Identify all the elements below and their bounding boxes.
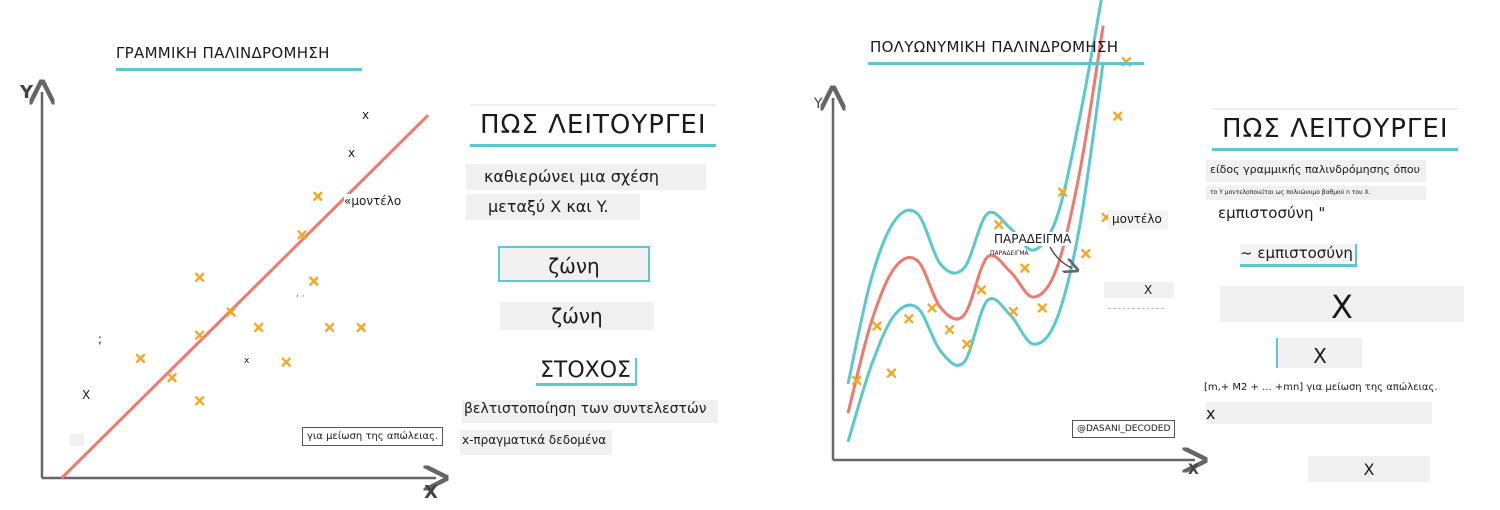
- band-label-1: ζώνη: [498, 246, 650, 282]
- right-data-point-7: [976, 285, 987, 295]
- band-label-2: ζώνη: [500, 302, 654, 330]
- left-x-label: X: [424, 482, 438, 503]
- left-model-label: «μοντέλο: [344, 194, 402, 208]
- polynomial-model-curve: [846, 25, 1105, 414]
- right-data-point-0: [852, 375, 862, 386]
- left-loss-note: για μείωση της απώλειας.: [302, 427, 444, 446]
- stray-semicolon: ;: [98, 332, 103, 346]
- left-data-point-5: [253, 322, 264, 333]
- right-description-line2: το Y μοντελοποιείται ως πολυώνυμο βαθμού…: [1206, 186, 1426, 200]
- confidence-label-1: εμπιστοσύνη ": [1218, 204, 1326, 222]
- right-description-line1: είδος γραμμικής παλινδρόμησης όπου: [1206, 160, 1426, 182]
- goal-heading: ΣΤΟΧΟΣ: [536, 358, 637, 386]
- lower-band-curve: [846, 61, 1105, 443]
- left-data-point-4: [226, 307, 236, 317]
- stray-dots: · ·: [296, 292, 305, 302]
- right-data-point-10: [1020, 263, 1030, 273]
- linear-fit-line: [60, 114, 430, 480]
- right-title-underline: [868, 62, 1144, 65]
- right-plot: [846, 0, 1132, 443]
- left-data-point-6: [324, 322, 335, 333]
- right-data-point-4: [927, 303, 937, 313]
- right-model-label: μοντέλο: [1108, 210, 1168, 230]
- example-arrow: [1049, 246, 1072, 268]
- left-data-point-1: [297, 230, 307, 240]
- stray-grey-mark: [70, 434, 84, 446]
- left-description-line1: καθιερώνει μια σχέση: [466, 164, 706, 190]
- right-data-point-6: [962, 339, 972, 349]
- example-label-small: ΠΑΡΑΔΕΙΓΜΑ: [990, 250, 1029, 257]
- right-y-label: Y: [814, 96, 823, 112]
- left-title: ΓΡΑΜΜΙΚΗ ΠΑΛΙΝΔΡΟΜΗΣΗ: [116, 44, 330, 62]
- left-data-point-3: [309, 276, 319, 286]
- right-title: ΠΟΛΥΩΝΥΜΙΚΗ ΠΑΛΙΝΔΡΟΜΗΣΗ: [870, 38, 1119, 56]
- right-data-point-15: [1112, 111, 1123, 121]
- right-data-point-9: [1008, 306, 1018, 317]
- right-data-point-12: [1057, 187, 1068, 197]
- right-data-point-2: [886, 368, 897, 378]
- right-data-point-3: [904, 314, 914, 324]
- right-how-it-works-heading: ΠΩΣ ΛΕΙΤΟΥΡΓΕΙ: [1212, 108, 1459, 151]
- left-data-point-10: [167, 372, 177, 383]
- left-how-it-works-heading: ΠΩΣ ΛΕΙΤΟΥΡΓΕΙ: [470, 104, 717, 147]
- stray-x-1: x: [362, 108, 370, 122]
- small-x-box: x: [1206, 402, 1432, 424]
- left-data-point-7: [356, 322, 366, 333]
- left-title-underline: [116, 68, 362, 71]
- right-data-point-13: [1081, 248, 1091, 259]
- example-label: ΠΑΡΑΔΕΙΓΜΑ: [994, 232, 1072, 246]
- left-data-point-2: [194, 272, 205, 282]
- goal-line1: βελτιστοποίηση των συντελεστών: [462, 400, 718, 423]
- left-data-point-12: [194, 396, 205, 406]
- stray-x-3: x: [244, 356, 250, 366]
- confidence-label-2: ~ εμπιστοσύνη: [1240, 244, 1357, 267]
- right-dashed-mark: [1108, 302, 1164, 309]
- goal-line2: x-πραγματικά δεδομένα: [460, 430, 612, 455]
- left-y-label: Y: [20, 82, 34, 103]
- credit-tag: @DASANI_DECODED: [1072, 420, 1176, 438]
- left-plot: [60, 114, 430, 480]
- mid-x-box: X: [1276, 338, 1362, 368]
- right-data-point-11: [1037, 303, 1048, 313]
- stray-x-2: x: [348, 146, 356, 160]
- right-data-point-1: [872, 321, 882, 331]
- formula-line: [m,+ M2 + ... +mn] για μείωση της απώλει…: [1204, 382, 1438, 393]
- right-data-point-8: [994, 219, 1004, 230]
- stray-x-4: X: [82, 388, 91, 402]
- left-description-line2: μεταξύ X και Y.: [466, 194, 640, 220]
- left-data-point-8: [194, 330, 205, 340]
- bottom-x-box: X: [1308, 456, 1430, 482]
- right-x-mark: X: [1104, 282, 1174, 298]
- right-x-label: X: [1188, 462, 1199, 478]
- upper-band-curve: [846, 0, 1103, 385]
- left-data-point-11: [281, 357, 291, 367]
- big-x-box: X: [1220, 286, 1464, 326]
- left-data-point-0: [313, 191, 323, 201]
- right-data-point-5: [944, 324, 955, 335]
- left-data-point-9: [135, 353, 146, 364]
